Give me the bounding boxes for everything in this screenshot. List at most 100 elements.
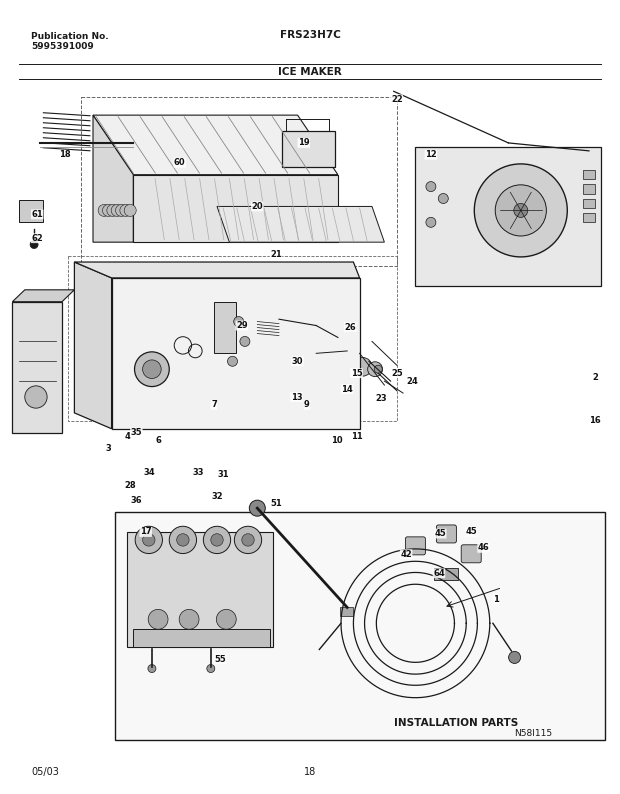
Text: 18: 18 [60, 150, 71, 160]
Text: 28: 28 [125, 481, 136, 491]
Circle shape [120, 204, 132, 217]
Text: 12: 12 [425, 150, 436, 160]
Text: 26: 26 [345, 322, 356, 332]
Circle shape [426, 182, 436, 191]
Text: 34: 34 [143, 468, 154, 477]
Bar [19, 200, 43, 222]
Bar [583, 184, 595, 194]
Text: 20: 20 [252, 202, 263, 211]
Text: 32: 32 [211, 491, 223, 501]
Text: 3: 3 [105, 444, 112, 453]
Circle shape [148, 665, 156, 673]
Text: 16: 16 [590, 416, 601, 426]
Circle shape [353, 357, 372, 376]
Text: 4: 4 [124, 432, 130, 441]
Text: 6: 6 [155, 436, 161, 445]
Circle shape [177, 534, 189, 546]
Circle shape [240, 337, 250, 346]
Text: 21: 21 [270, 249, 281, 259]
Polygon shape [93, 115, 133, 242]
Text: 30: 30 [292, 357, 303, 366]
Polygon shape [112, 278, 360, 429]
Bar [340, 607, 353, 616]
Polygon shape [115, 512, 604, 740]
Text: 62: 62 [32, 233, 43, 243]
Text: 45: 45 [435, 529, 446, 538]
Text: 14: 14 [342, 384, 353, 394]
Text: 10: 10 [331, 436, 342, 445]
Text: 36: 36 [131, 495, 142, 505]
Circle shape [169, 526, 197, 553]
Circle shape [249, 500, 265, 516]
Circle shape [211, 534, 223, 546]
Circle shape [179, 610, 199, 629]
Circle shape [426, 218, 436, 227]
Text: 29: 29 [236, 321, 247, 330]
Circle shape [234, 526, 262, 553]
Circle shape [203, 526, 231, 553]
Polygon shape [74, 262, 112, 429]
Circle shape [234, 317, 244, 326]
Text: 42: 42 [401, 549, 412, 559]
Polygon shape [217, 206, 384, 242]
Circle shape [242, 534, 254, 546]
Text: 33: 33 [193, 468, 204, 477]
Circle shape [210, 348, 237, 375]
Text: 24: 24 [407, 376, 418, 386]
Circle shape [514, 203, 528, 218]
Text: 05/03: 05/03 [31, 766, 59, 777]
Polygon shape [12, 290, 74, 302]
Circle shape [102, 204, 115, 217]
Circle shape [115, 204, 128, 217]
Circle shape [135, 526, 162, 553]
Circle shape [207, 665, 215, 673]
Text: 19: 19 [298, 138, 309, 148]
Text: 5995391009: 5995391009 [31, 42, 94, 51]
Circle shape [228, 357, 237, 366]
Text: 11: 11 [351, 432, 362, 441]
Bar [434, 568, 458, 580]
Circle shape [368, 362, 383, 376]
Circle shape [216, 610, 236, 629]
Text: 17: 17 [140, 527, 151, 537]
Text: INSTALLATION PARTS: INSTALLATION PARTS [394, 718, 518, 728]
Polygon shape [93, 115, 338, 175]
Circle shape [30, 241, 38, 249]
Circle shape [495, 185, 546, 236]
Circle shape [111, 204, 123, 217]
Text: 45: 45 [466, 527, 477, 537]
Text: 15: 15 [351, 368, 362, 378]
Circle shape [198, 337, 248, 386]
Text: 35: 35 [131, 428, 142, 437]
Text: 31: 31 [218, 470, 229, 480]
Polygon shape [133, 629, 270, 647]
Bar [282, 130, 335, 167]
Circle shape [143, 360, 161, 379]
Text: 1: 1 [493, 595, 499, 604]
Polygon shape [12, 302, 62, 433]
Polygon shape [127, 532, 273, 647]
Polygon shape [214, 302, 236, 353]
Text: 61: 61 [32, 210, 43, 219]
Circle shape [303, 340, 330, 367]
Text: ICE MAKER: ICE MAKER [278, 67, 342, 78]
Text: 9: 9 [304, 400, 310, 410]
Text: 18: 18 [304, 766, 316, 777]
Circle shape [135, 352, 169, 387]
Text: 51: 51 [270, 499, 281, 508]
Polygon shape [415, 147, 601, 286]
Bar [583, 170, 595, 179]
Text: 22: 22 [391, 94, 402, 104]
Text: 13: 13 [291, 392, 302, 402]
Bar [583, 213, 595, 222]
Polygon shape [74, 262, 360, 278]
Bar [583, 198, 595, 208]
Text: Publication No.: Publication No. [31, 32, 108, 40]
Circle shape [98, 204, 110, 217]
Text: FRS23H7C: FRS23H7C [280, 30, 340, 40]
Circle shape [143, 534, 155, 546]
Text: 60: 60 [174, 158, 185, 168]
FancyBboxPatch shape [436, 525, 456, 543]
Circle shape [107, 204, 119, 217]
Text: 7: 7 [211, 400, 217, 410]
